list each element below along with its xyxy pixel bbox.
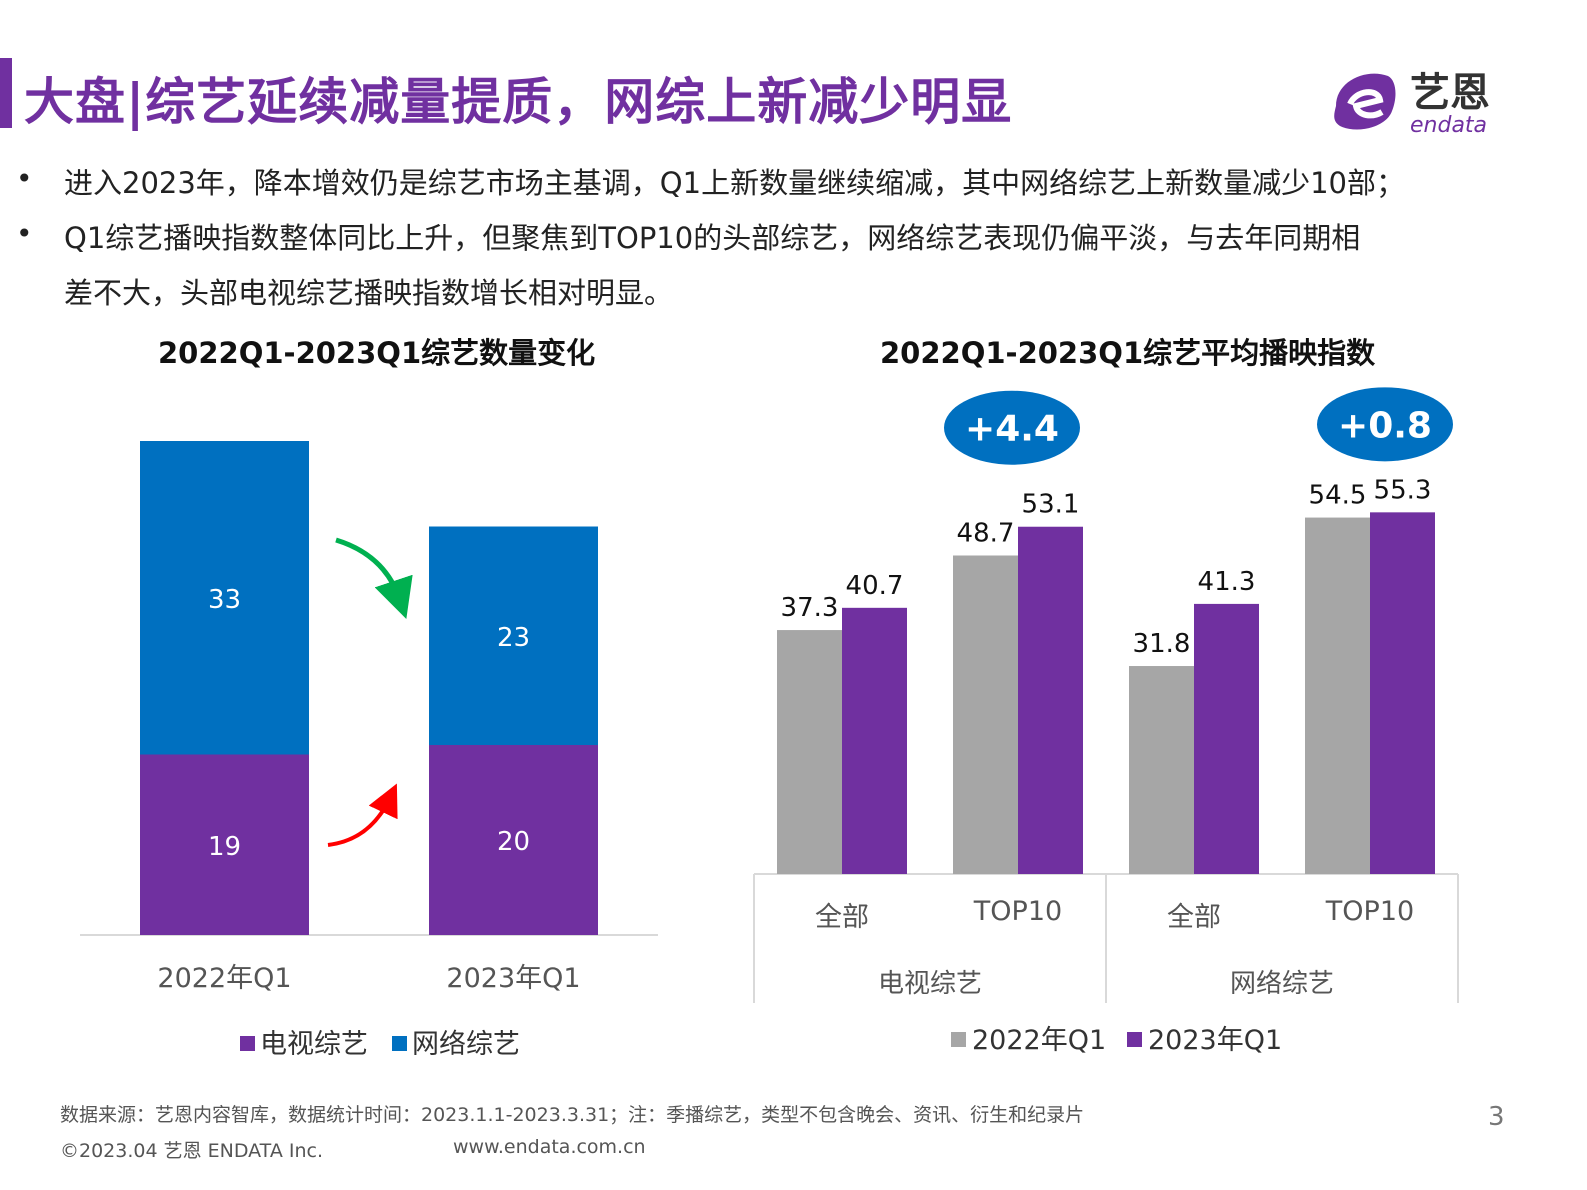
decrease-arrow-icon <box>335 537 413 619</box>
x-tick-label: TOP10 <box>1325 896 1414 927</box>
data-label: 37.3 <box>781 593 839 623</box>
data-label: 55.3 <box>1374 475 1432 505</box>
bullet-text-2: Q1综艺播映指数整体同比上升，但聚焦到TOP10的头部综艺，网络综艺表现仍偏平淡… <box>64 221 1361 255</box>
page-number: 3 <box>1488 1102 1505 1132</box>
data-label: 41.3 <box>1198 567 1256 597</box>
data-label: 54.5 <box>1309 481 1367 511</box>
difference-badge <box>944 390 1080 465</box>
left-stacked-bar-chart: 19 33 2022年Q1 20 23 2023年Q1 电视综艺 网络综艺 <box>80 441 658 1060</box>
difference-badge-label: +4.4 <box>965 409 1059 450</box>
legend-swatch <box>1127 1032 1142 1047</box>
data-label: 40.7 <box>846 571 904 601</box>
data-label: 19 <box>208 832 241 862</box>
data-label: 53.1 <box>1022 490 1080 520</box>
bar-segment <box>429 745 598 935</box>
legend-label: 2023年Q1 <box>1148 1025 1282 1056</box>
data-label: 20 <box>497 827 530 857</box>
bar <box>777 630 842 874</box>
legend-label: 电视综艺 <box>260 1029 368 1060</box>
left-chart-title: 2022Q1-2023Q1综艺数量变化 <box>158 336 596 370</box>
data-label: 33 <box>208 585 241 615</box>
bar <box>1129 666 1194 874</box>
bar <box>1018 526 1083 874</box>
data-label: 48.7 <box>957 519 1015 549</box>
bar-segment <box>140 754 309 935</box>
bar-segment <box>429 526 598 745</box>
bullet-dot: • <box>16 162 33 195</box>
category-axis-frame <box>753 873 1459 1003</box>
legend-swatch <box>392 1036 407 1051</box>
footer-copyright: ©2023.04 艺恩 ENDATA Inc. <box>60 1140 323 1162</box>
increase-arrow-icon <box>327 783 398 847</box>
legend-swatch <box>951 1032 966 1047</box>
footer-source: 数据来源：艺恩内容智库，数据统计时间：2023.1.1-2023.3.31；注：… <box>60 1104 1085 1126</box>
legend-label: 2022年Q1 <box>972 1025 1106 1056</box>
group-label: 电视综艺 <box>878 969 982 999</box>
data-label: 31.8 <box>1133 629 1191 659</box>
bar <box>1305 517 1370 874</box>
group-label: 网络综艺 <box>1230 969 1334 999</box>
svg-text:endata: endata <box>1410 113 1487 136</box>
bar <box>1194 603 1259 874</box>
difference-badge <box>1317 387 1453 462</box>
right-grouped-bar-chart: 37.340.7 全部 48.753.1 TOP10 31.8 41.3 全部 54.5 55.… <box>753 387 1459 1056</box>
bar-segment <box>140 441 309 755</box>
logo-mark-icon: 艺恩 endata <box>1334 70 1490 138</box>
x-tick-label: 全部 <box>1167 902 1221 933</box>
bar <box>1370 512 1435 874</box>
title-accent-bar <box>0 58 12 128</box>
page-title: 大盘|综艺延续减量提质，网综上新减少明显 <box>24 73 1013 131</box>
bar <box>842 607 907 874</box>
svg-text:艺恩: 艺恩 <box>1410 70 1490 116</box>
right-chart-title: 2022Q1-2023Q1综艺平均播映指数 <box>880 336 1376 370</box>
data-label: 23 <box>497 623 530 653</box>
difference-badge-label: +0.8 <box>1338 405 1432 446</box>
bullet-dot: • <box>16 217 33 250</box>
x-tick-label: 2023年Q1 <box>446 963 580 994</box>
legend-label: 网络综艺 <box>412 1029 520 1060</box>
bullet-text-3: 差不大，头部电视综艺播映指数增长相对明显。 <box>64 276 674 310</box>
bar <box>953 555 1018 874</box>
legend-swatch <box>240 1036 255 1051</box>
footer-website[interactable]: www.endata.com.cn <box>453 1136 646 1158</box>
x-tick-label: TOP10 <box>973 896 1062 927</box>
endata-logo: 艺恩 endata <box>1326 66 1516 138</box>
x-tick-label: 全部 <box>815 902 869 933</box>
x-tick-label: 2022年Q1 <box>157 963 291 994</box>
bullet-text-1: 进入2023年，降本增效仍是综艺市场主基调，Q1上新数量继续缩减，其中网络综艺上… <box>64 166 1405 200</box>
